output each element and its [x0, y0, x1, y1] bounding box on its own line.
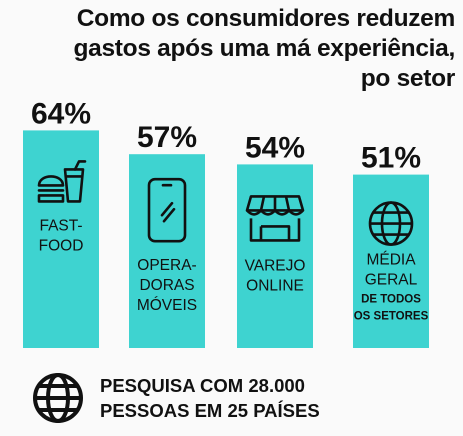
- globe-icon: [368, 201, 414, 246]
- category-sublabel: OS SETORES: [354, 311, 429, 323]
- bar: [129, 154, 205, 348]
- title-line-3: po setor: [360, 65, 456, 92]
- category-label: FAST-: [39, 217, 82, 234]
- fast-food-icon: [37, 160, 87, 203]
- survey-line-2: PESSOAS EM 25 PAÍSES: [100, 400, 320, 421]
- globe-icon: [33, 373, 83, 423]
- chart-title: Como os consumidores reduzem gastos após…: [10, 4, 455, 94]
- title-line-1: Como os consumidores reduzem: [76, 5, 456, 32]
- category-label: GERAL: [365, 272, 418, 289]
- smartphone-icon: [147, 177, 187, 243]
- value-label: 54%: [245, 131, 305, 164]
- survey-note: PESQUISA COM 28.000 PESSOAS EM 25 PAÍSES: [32, 372, 320, 424]
- category-label: VAREJO: [245, 257, 306, 274]
- category-label: MÉDIA: [366, 252, 416, 269]
- storefront-icon: [245, 195, 305, 242]
- value-label: 51%: [361, 142, 421, 175]
- bar: [23, 130, 99, 348]
- bar: [237, 164, 313, 348]
- category-label: ONLINE: [246, 277, 304, 294]
- survey-line-1: PESQUISA COM 28.000: [100, 375, 305, 396]
- category-label: FOOD: [39, 237, 84, 254]
- value-label: 57%: [137, 121, 197, 154]
- value-label: 64%: [31, 97, 91, 130]
- category-label: OPERA-: [137, 257, 196, 274]
- category-sublabel: DE TODOS: [361, 294, 421, 306]
- title-line-2: gastos após uma má experiência,: [73, 35, 455, 62]
- category-label: DORAS: [139, 277, 194, 294]
- category-label: MÓVEIS: [137, 297, 197, 314]
